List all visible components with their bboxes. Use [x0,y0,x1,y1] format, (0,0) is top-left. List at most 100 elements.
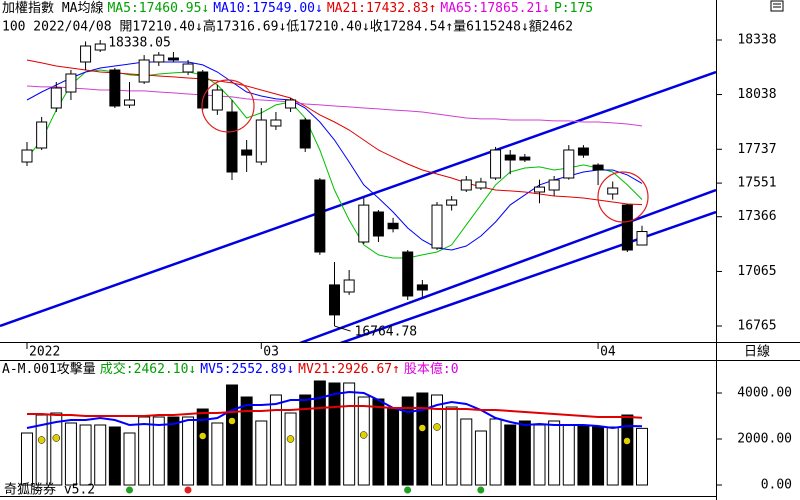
candle-body [358,204,370,243]
candle-body [167,57,179,61]
volume-bar [357,396,370,486]
signal-dot [126,486,133,494]
candle-body [21,149,33,163]
candle-body [80,45,92,63]
legend-item: P:175 [554,1,593,16]
candle-body [226,111,238,173]
legend-item: MV5:2552.89↓ [200,362,294,377]
volume-bar [562,424,575,486]
volume-bar [401,396,414,486]
candle-body [607,187,619,195]
candle-body [534,186,545,193]
candle-body [50,87,62,109]
y-tick-label: 18038 [737,87,776,102]
volume-bar [328,382,341,486]
volume-bar [431,394,443,486]
candle-body [592,164,604,171]
y-tick-label: 18338 [737,33,776,48]
candle-body [402,251,414,297]
y-tick-label: 16765 [737,319,776,334]
highlight-circle [201,79,255,133]
volume-bar [460,418,473,486]
volume-bar [284,412,297,486]
candle-body [343,279,355,293]
highlight-circle [597,171,649,223]
volume-bar [196,408,209,486]
volume-bar [313,380,326,486]
volume-bar [226,384,238,486]
candle-body [490,149,502,179]
y-tick-label: 2000.00 [737,432,792,447]
volume-bar [343,382,356,486]
volume-bar [255,420,268,486]
candle-body [182,63,194,73]
signal-dot [52,434,61,442]
volume-bar [35,414,48,486]
candle-body [548,179,560,191]
legend-item: MA5:17460.95↓ [107,1,209,16]
signal-dot [418,424,427,432]
volume-bar [387,408,400,486]
window-icon[interactable] [770,0,784,12]
trend-line [339,210,716,342]
legend: 加權指數 MA均線 MA5:17460.95↓ MA10:17549.00↓ MA21… [2,0,593,16]
trend-line [299,188,716,342]
candle-body [446,199,458,206]
header: 加權指數 MA均線 MA5:17460.95↓ MA10:17549.00↓ MA21… [2,0,593,377]
candle-body [416,284,428,291]
ma-line [26,69,643,259]
volume-bar [533,424,546,486]
volume-bar [372,398,385,486]
signal-dot [623,437,631,445]
candle-body [475,181,487,189]
candle-body [109,69,121,107]
candle-body [285,99,297,109]
volume-bar [606,426,619,486]
legend-item: 成交:2462.10↓ [100,361,196,377]
legend-item: MA21:17432.83↑ [327,1,437,16]
mv-line [26,391,643,430]
legend-item: MA10:17549.00↓ [213,1,323,16]
info-line: 100 2022/04/08 開17210.40↓高17316.69↓低1721… [2,19,573,35]
volume-panel [21,380,648,486]
high-label: 18338.05 [108,35,171,50]
footer: 奇狐勝券 v5.2 [4,482,95,498]
volume-bar [108,426,121,486]
candle-body [387,222,399,230]
x-tick-label: 04 [600,345,616,360]
price-panel [0,39,716,342]
x-tick-label: 2022 [29,345,60,360]
candle-body [65,73,77,93]
legend-item: MV21:2926.67↑ [298,362,400,377]
candle-body [211,89,223,111]
volume-bar [474,430,487,486]
y-tick-label: 17737 [737,142,776,157]
candle-body [94,43,106,51]
candle-body [504,154,516,161]
candle-body [36,121,48,149]
signal-dot [433,423,441,431]
candle-body [299,119,311,149]
trend-line [0,70,716,328]
volume-bar [64,422,77,486]
candle-body [519,156,531,161]
volume-bar [123,432,136,486]
volume-bar [548,420,561,486]
leader-line [334,325,351,332]
legend-item: A-M.001攻擊量 [2,361,96,377]
candle-body [431,204,443,249]
y-tick-label: 17366 [737,209,776,224]
volume-bar [621,414,634,486]
candle-body [270,119,282,127]
volume-bar [299,394,312,486]
candle-body [563,149,575,179]
candle-body [314,179,326,253]
volume-bar [416,392,429,486]
candle-body [621,204,633,251]
signal-dot [359,431,368,439]
volume-bar [94,424,107,486]
low-label: 16764.78 [355,325,418,340]
signal-dot [228,417,236,425]
